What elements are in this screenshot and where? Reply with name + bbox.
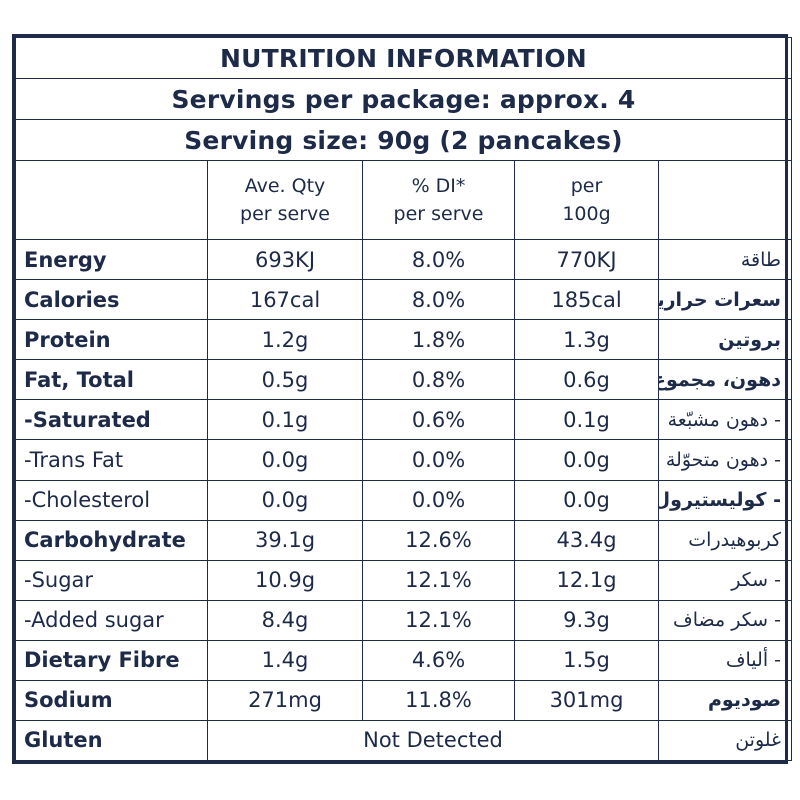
ave-qty-value: 1.4g: [207, 639, 363, 681]
arabic-name: - دهون مشبّعة: [658, 399, 792, 441]
ave-qty-value: 1.2g: [207, 319, 363, 361]
nutrient-row-fat-total: Fat, Total 0.5g 0.8% 0.6g دهون، مجموع: [15, 359, 792, 401]
per-100g-value: 0.0g: [514, 439, 659, 481]
nutrient-row-carbohydrate: Carbohydrate 39.1g 12.6% 43.4g كربوهيدرا…: [15, 519, 792, 561]
panel-title: NUTRITION INFORMATION: [15, 36, 792, 80]
nutrient-name: Carbohydrate: [15, 519, 208, 561]
di-value: 4.6%: [362, 639, 515, 681]
header-blank-right: [658, 160, 792, 241]
per-100g-value: 0.6g: [514, 359, 659, 401]
arabic-name: طاقة: [658, 239, 792, 281]
ave-qty-value: 0.0g: [207, 439, 363, 481]
di-value: 0.0%: [362, 439, 515, 481]
di-value: 0.0%: [362, 479, 515, 521]
header-ave-qty-line1: Ave. Qty: [244, 174, 326, 197]
nutrient-name: -Sugar: [15, 559, 208, 601]
per-100g-value: 1.5g: [514, 639, 659, 681]
di-value: 8.0%: [362, 279, 515, 321]
nutrient-name: Gluten: [15, 719, 208, 762]
arabic-name: سعرات حرارية: [658, 279, 792, 321]
nutrient-name: Calories: [15, 279, 208, 321]
header-ave-qty-line2: per serve: [240, 203, 330, 226]
di-value: 12.6%: [362, 519, 515, 561]
arabic-name: دهون، مجموع: [658, 359, 792, 401]
nutrient-name: Dietary Fibre: [15, 639, 208, 681]
ave-qty-value: 0.1g: [207, 399, 363, 441]
ave-qty-value: 39.1g: [207, 519, 363, 561]
arabic-name: غلوتن: [658, 719, 792, 762]
arabic-name: - سكر: [658, 559, 792, 601]
nutrient-name: -Trans Fat: [15, 439, 208, 481]
header-blank-left: [15, 160, 208, 241]
di-value: 0.8%: [362, 359, 515, 401]
nutrient-name: -Cholesterol: [15, 479, 208, 521]
nutrition-table: NUTRITION INFORMATION Servings per packa…: [15, 36, 792, 762]
ave-qty-value: 0.0g: [207, 479, 363, 521]
di-value: 8.0%: [362, 239, 515, 281]
header-per-100g-line2: 100g: [562, 203, 611, 226]
di-value: 1.8%: [362, 319, 515, 361]
header-per-100g-line1: per: [570, 174, 603, 197]
di-value: 11.8%: [362, 679, 515, 721]
ave-qty-value: 271mg: [207, 679, 363, 721]
arabic-name: - كوليستيرول: [658, 479, 792, 521]
per-100g-value: 301mg: [514, 679, 659, 721]
arabic-name: بروتين: [658, 319, 792, 361]
per-100g-value: 12.1g: [514, 559, 659, 601]
title-row: NUTRITION INFORMATION: [15, 36, 792, 80]
nutrient-row-trans-fat: -Trans Fat 0.0g 0.0% 0.0g - دهون متحوّلة: [15, 439, 792, 481]
ave-qty-value: 10.9g: [207, 559, 363, 601]
header-di-line1: % DI*: [411, 174, 466, 197]
header-di: % DI* per serve: [362, 160, 515, 241]
header-di-line2: per serve: [393, 203, 484, 226]
per-100g-value: 770KJ: [514, 239, 659, 281]
di-value: 0.6%: [362, 399, 515, 441]
per-100g-value: 1.3g: [514, 319, 659, 361]
nutrient-row-cholesterol: -Cholesterol 0.0g 0.0% 0.0g - كوليستيرول: [15, 479, 792, 521]
gluten-value: Not Detected: [207, 719, 659, 762]
per-100g-value: 0.0g: [514, 479, 659, 521]
arabic-name: - دهون متحوّلة: [658, 439, 792, 481]
nutrient-name: -Saturated: [15, 399, 208, 441]
arabic-name: كربوهيدرات: [658, 519, 792, 561]
nutrient-row-gluten: Gluten Not Detected غلوتن: [15, 719, 792, 762]
ave-qty-value: 693KJ: [207, 239, 363, 281]
nutrient-name: Fat, Total: [15, 359, 208, 401]
per-100g-value: 185cal: [514, 279, 659, 321]
arabic-name: - ألياف: [658, 639, 792, 681]
servings-per-package: Servings per package: approx. 4: [15, 78, 792, 121]
arabic-name: صوديوم: [658, 679, 792, 721]
servings-row: Servings per package: approx. 4: [15, 78, 792, 121]
nutrient-name: Energy: [15, 239, 208, 281]
serving-size-row: Serving size: 90g (2 pancakes): [15, 119, 792, 162]
nutrient-row-saturated: -Saturated 0.1g 0.6% 0.1g - دهون مشبّعة: [15, 399, 792, 441]
nutrition-panel: NUTRITION INFORMATION Servings per packa…: [12, 34, 792, 764]
nutrient-row-energy: Energy 693KJ 8.0% 770KJ طاقة: [15, 239, 792, 281]
per-100g-value: 9.3g: [514, 599, 659, 641]
arabic-name: - سكر مضاف: [658, 599, 792, 641]
per-100g-value: 0.1g: [514, 399, 659, 441]
di-value: 12.1%: [362, 599, 515, 641]
header-ave-qty: Ave. Qty per serve: [207, 160, 363, 241]
nutrient-name: -Added sugar: [15, 599, 208, 641]
per-100g-value: 43.4g: [514, 519, 659, 561]
ave-qty-value: 0.5g: [207, 359, 363, 401]
header-per-100g: per 100g: [514, 160, 659, 241]
column-header-row: Ave. Qty per serve % DI* per serve per 1…: [15, 160, 792, 241]
ave-qty-value: 167cal: [207, 279, 363, 321]
nutrient-row-sodium: Sodium 271mg 11.8% 301mg صوديوم: [15, 679, 792, 721]
di-value: 12.1%: [362, 559, 515, 601]
nutrient-name: Protein: [15, 319, 208, 361]
nutrient-row-calories: Calories 167cal 8.0% 185cal سعرات حرارية: [15, 279, 792, 321]
nutrient-row-added-sugar: -Added sugar 8.4g 12.1% 9.3g - سكر مضاف: [15, 599, 792, 641]
serving-size: Serving size: 90g (2 pancakes): [15, 119, 792, 162]
nutrient-row-sugar: -Sugar 10.9g 12.1% 12.1g - سكر: [15, 559, 792, 601]
nutrient-row-dietary-fibre: Dietary Fibre 1.4g 4.6% 1.5g - ألياف: [15, 639, 792, 681]
nutrient-row-protein: Protein 1.2g 1.8% 1.3g بروتين: [15, 319, 792, 361]
nutrient-name: Sodium: [15, 679, 208, 721]
ave-qty-value: 8.4g: [207, 599, 363, 641]
